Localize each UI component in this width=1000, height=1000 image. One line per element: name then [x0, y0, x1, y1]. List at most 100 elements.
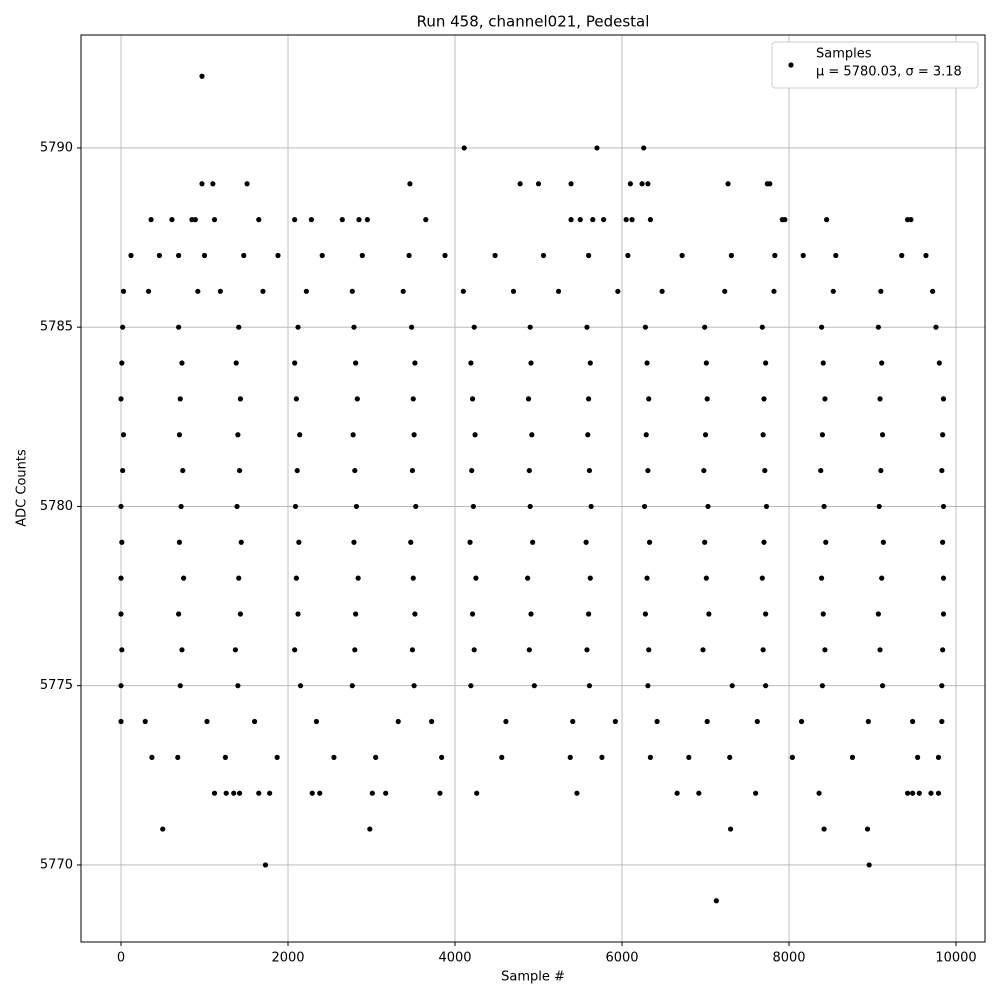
point — [232, 647, 238, 653]
point — [535, 181, 542, 187]
chart-title: Run 458, channel021, Pedestal — [417, 13, 650, 31]
point — [238, 539, 244, 545]
point — [782, 217, 788, 223]
point — [940, 611, 947, 617]
point — [584, 647, 590, 653]
point — [767, 181, 773, 187]
point — [411, 432, 417, 438]
point — [590, 217, 596, 223]
point — [879, 683, 886, 689]
point — [409, 647, 416, 653]
point — [819, 432, 826, 438]
point — [940, 539, 946, 545]
point — [761, 396, 767, 402]
point — [352, 647, 358, 653]
point — [645, 467, 651, 474]
point — [879, 360, 885, 366]
point — [222, 754, 228, 760]
y-axis-label: ADC Counts — [15, 449, 30, 527]
point — [204, 718, 210, 725]
point — [223, 790, 229, 796]
point — [798, 718, 805, 725]
point — [176, 432, 183, 438]
point — [820, 611, 826, 617]
point — [292, 360, 298, 366]
point — [577, 217, 583, 223]
point — [713, 898, 719, 904]
point — [762, 467, 768, 474]
point — [696, 790, 702, 796]
point — [471, 324, 477, 330]
point — [177, 396, 183, 402]
point — [526, 467, 532, 474]
legend-text: μ = 5780.03, σ = 3.18 — [816, 65, 962, 80]
point — [674, 790, 680, 796]
point — [875, 324, 881, 330]
point — [722, 288, 728, 294]
point — [939, 718, 945, 725]
point — [641, 145, 647, 151]
point — [646, 396, 652, 402]
point — [169, 217, 175, 223]
point — [409, 467, 416, 474]
point — [439, 754, 445, 760]
y-tick-label: 5770 — [40, 857, 73, 872]
point — [119, 360, 125, 366]
point — [175, 754, 181, 760]
point — [442, 252, 448, 259]
point — [180, 467, 186, 474]
points — [118, 73, 947, 904]
point — [935, 754, 942, 760]
point — [821, 826, 827, 832]
point — [585, 432, 591, 438]
point — [915, 754, 921, 760]
point — [939, 683, 945, 689]
point — [118, 611, 124, 617]
point — [833, 252, 839, 259]
point — [355, 575, 361, 581]
point — [910, 718, 916, 725]
point — [725, 181, 731, 187]
point — [118, 718, 124, 725]
point — [120, 432, 127, 438]
point — [407, 181, 413, 187]
point — [353, 360, 359, 366]
point — [878, 288, 884, 294]
point — [499, 754, 505, 760]
point — [818, 575, 825, 581]
point — [510, 288, 517, 294]
point — [210, 181, 216, 187]
point — [408, 539, 414, 545]
point — [472, 432, 478, 438]
point — [156, 252, 163, 259]
y-tick-label: 5780 — [40, 499, 73, 514]
point — [118, 575, 124, 581]
point — [492, 252, 498, 259]
point — [354, 396, 360, 402]
point — [910, 790, 916, 796]
point — [936, 360, 942, 366]
point — [623, 217, 629, 223]
point — [644, 360, 650, 366]
point — [179, 647, 185, 653]
point — [292, 503, 299, 510]
point — [904, 790, 911, 796]
point — [309, 790, 315, 796]
point — [701, 467, 707, 474]
point — [470, 503, 476, 510]
point — [474, 790, 480, 796]
point — [570, 718, 576, 725]
point — [540, 252, 547, 259]
point — [642, 611, 648, 617]
point — [763, 683, 769, 689]
point — [471, 647, 477, 653]
x-tick-label: 4000 — [438, 951, 471, 966]
point — [149, 754, 155, 760]
point — [823, 217, 830, 223]
point — [879, 575, 885, 581]
point — [181, 575, 187, 581]
point — [412, 360, 418, 366]
point — [528, 611, 534, 617]
point — [295, 324, 301, 330]
point — [236, 467, 243, 474]
